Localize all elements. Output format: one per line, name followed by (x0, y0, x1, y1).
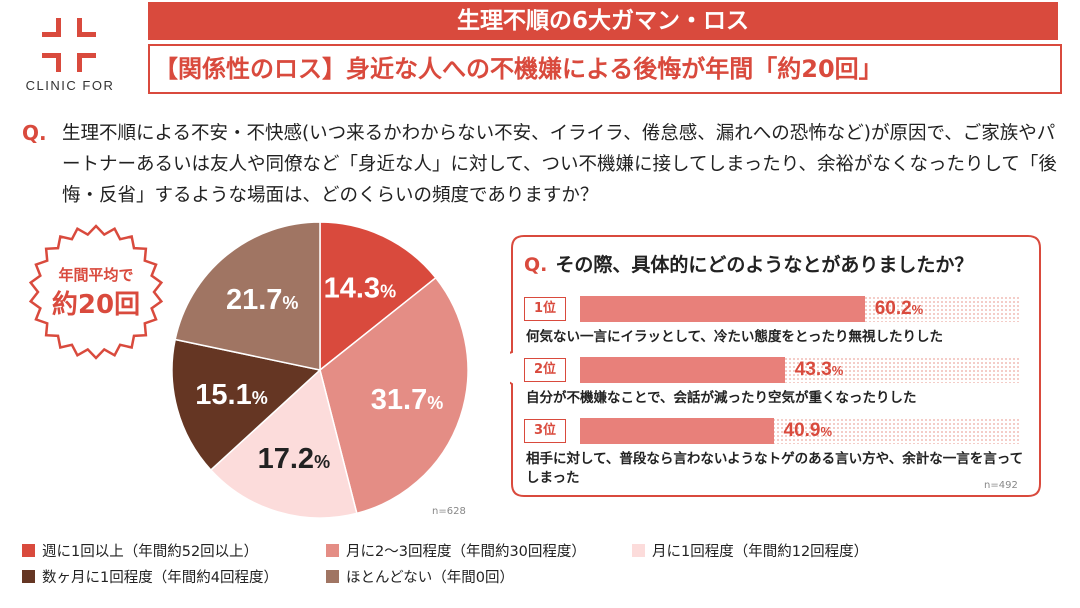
sub-question-mark: Q. (524, 254, 548, 276)
pie-slice-2 (209, 368, 358, 519)
legend-item-0: 週に1回以上（年間約52回以上） (22, 540, 258, 561)
rank-badge-3: 3位 (524, 419, 566, 443)
sub-question: Q. その際、具体的にどのようなとがありましたか？ (524, 250, 973, 277)
legend-swatch-2 (632, 544, 645, 557)
sub-question-text: その際、具体的にどのようなとがありましたか？ (555, 254, 974, 276)
pie-label-1: 31.7% (371, 384, 443, 416)
pie-slice-4 (174, 221, 321, 371)
question-text: 生理不順による不安・不快感(いつ来るかわからない不安、イライラ、倦怠感、漏れへの… (62, 123, 1057, 206)
question-mark-label: Q. (22, 121, 47, 145)
bar-label-2: 自分が不機嫌なことで、会話が減ったり空気が重くなったりした (526, 390, 917, 406)
badge-line2: 約20回 (51, 290, 141, 320)
legend-swatch-0 (22, 544, 35, 557)
pie-sample-size: n=628 (432, 506, 466, 517)
legend-swatch-1 (326, 544, 339, 557)
pie-label-0: 14.3% (324, 272, 396, 304)
pie-slice-1 (319, 276, 469, 515)
pie-slice-3 (171, 338, 322, 472)
legend-swatch-3 (22, 570, 35, 583)
cross-logo-icon (42, 18, 96, 72)
legend-item-3: 数ヶ月に1回程度（年間約4回程度） (22, 566, 278, 587)
legend-label-0: 週に1回以上（年間約52回以上） (42, 544, 259, 560)
frequency-pie-chart: 14.3% 31.7% 17.2% 15.1% 21.7% (171, 221, 469, 519)
bar-1 (580, 296, 865, 322)
logo-text: CLINIC FOR (25, 78, 115, 93)
clinic-for-logo: CLINIC FOR (20, 14, 120, 94)
bar-value-3: 40.9% (783, 420, 833, 441)
legend-label-3: 数ヶ月に1回程度（年間約4回程度） (42, 570, 278, 586)
bar-sample-size: n=492 (984, 480, 1018, 491)
banner-title: 生理不順の6大ガマン・ロス (148, 2, 1058, 40)
legend-item-1: 月に2〜3回程度（年間約30回程度） (326, 540, 586, 561)
pie-label-3: 15.1% (195, 379, 267, 411)
badge-line1: 年間平均で (58, 266, 134, 284)
pie-slice-0 (319, 221, 437, 372)
burst-badge-icon (28, 224, 164, 360)
pie-label-4: 21.7% (226, 284, 298, 316)
subtitle: 【関係性のロス】身近な人への不機嫌による後悔が年間「約20回」 (148, 44, 1062, 94)
legend-item-4: ほとんどない（年間0回） (326, 566, 514, 587)
bar-2 (580, 357, 785, 383)
main-question: Q. 生理不順による不安・不快感(いつ来るかわからない不安、イライラ、倦怠感、漏… (22, 118, 1062, 211)
legend-label-2: 月に1回程度（年間約12回程度） (652, 544, 869, 560)
bar-label-3: 相手に対して、普段なら言わないようなトゲのある言い方や、余計な一言を言ってしまっ… (526, 451, 1024, 486)
legend-label-1: 月に2〜3回程度（年間約30回程度） (346, 544, 586, 560)
average-badge: 年間平均で 約20回 (26, 222, 166, 362)
rank-badge-1: 1位 (524, 297, 566, 321)
bar-value-2: 43.3% (794, 359, 844, 380)
bar-3 (580, 418, 774, 444)
legend-label-4: ほとんどない（年間0回） (346, 570, 514, 586)
pie-label-2: 17.2% (258, 443, 330, 475)
rank-badge-2: 2位 (524, 358, 566, 382)
legend-swatch-4 (326, 570, 339, 583)
legend-item-2: 月に1回程度（年間約12回程度） (632, 540, 868, 561)
bar-label-1: 何気ない一言にイラッとして、冷たい態度をとったり無視したりした (526, 329, 944, 345)
bar-value-1: 60.2% (874, 298, 924, 319)
